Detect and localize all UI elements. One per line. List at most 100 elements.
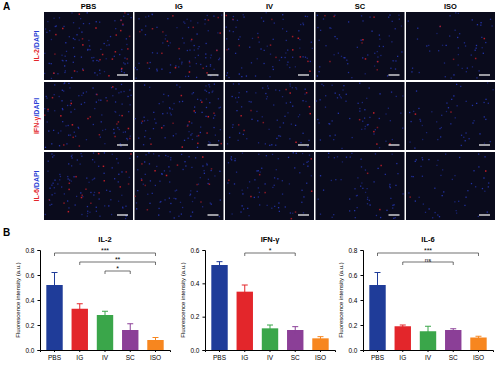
nucleus-dot: [219, 216, 220, 217]
nucleus-dot: [182, 38, 183, 39]
micrograph-bg: [316, 12, 405, 80]
nucleus-dot: [149, 163, 150, 164]
nucleus-dot: [337, 38, 338, 39]
signal-dot: [216, 50, 218, 52]
nucleus-dot: [80, 153, 81, 154]
error-stem: [428, 326, 429, 336]
nucleus-dot: [319, 66, 320, 67]
nucleus-dot: [77, 159, 78, 160]
nucleus-dot: [79, 39, 80, 40]
nucleus-dot: [117, 127, 118, 128]
nucleus-dot: [113, 133, 114, 134]
nucleus-dot: [434, 188, 435, 189]
error-bar: [127, 324, 133, 337]
nucleus-dot: [289, 183, 290, 184]
nucleus-dot: [458, 201, 459, 202]
signal-dot: [285, 89, 287, 91]
nucleus-dot: [75, 136, 76, 137]
nucleus-dot: [351, 77, 352, 78]
nucleus-dot: [392, 205, 393, 206]
nucleus-dot: [278, 202, 279, 203]
nucleus-dot: [53, 155, 54, 156]
nucleus-dot: [341, 148, 342, 149]
nucleus-dot: [200, 64, 201, 65]
nucleus-dot: [228, 48, 229, 49]
nucleus-dot: [319, 40, 320, 41]
nucleus-dot: [92, 179, 93, 180]
nucleus-dot: [51, 153, 52, 154]
nucleus-dot: [114, 56, 115, 57]
nucleus-dot: [380, 217, 381, 218]
column-label: SC: [355, 2, 366, 11]
signal-dot: [118, 121, 120, 123]
x-tick-label: PBS: [213, 354, 227, 361]
nucleus-dot: [64, 82, 65, 83]
nucleus-dot: [290, 212, 291, 213]
x-tick-mark: [219, 350, 220, 352]
nucleus-dot: [104, 71, 105, 72]
signal-dot: [125, 171, 127, 173]
nucleus-dot: [208, 84, 209, 85]
micrograph-bg: [225, 152, 314, 220]
micrograph: [316, 82, 405, 150]
x-tick-label: SC: [291, 354, 300, 361]
significance: ns: [403, 257, 453, 266]
nucleus-dot: [205, 116, 206, 117]
nucleus-dot: [377, 61, 378, 62]
nucleus-dot: [84, 102, 85, 103]
signal-dot: [147, 62, 149, 64]
y-axis-title: Fluorescence intensity (a.u.): [180, 262, 186, 337]
nucleus-dot: [64, 72, 65, 73]
nucleus-dot: [182, 207, 183, 208]
signal-dot: [329, 61, 331, 63]
x-tick-label: ISO: [150, 354, 161, 361]
x-tick-mark: [54, 350, 55, 352]
x-tick-label: PBS: [48, 354, 62, 361]
nucleus-dot: [379, 34, 380, 35]
signal-dot: [264, 192, 266, 194]
nucleus-dot: [237, 20, 238, 21]
nucleus-dot: [186, 19, 187, 20]
significance-label: ns: [425, 257, 431, 263]
nucleus-dot: [377, 168, 378, 169]
signal-dot: [208, 116, 210, 118]
nucleus-dot: [165, 35, 166, 36]
nucleus-dot: [191, 122, 192, 123]
x-axis: PBSIGIVSCISO: [41, 350, 171, 361]
nucleus-dot: [135, 118, 136, 119]
x-tick-label: SC: [449, 354, 458, 361]
y-tick: 0.2: [25, 322, 40, 329]
nucleus-dot: [422, 176, 423, 177]
nucleus-dot: [328, 123, 329, 124]
nucleus-dot: [206, 66, 207, 67]
nucleus-dot: [350, 156, 351, 157]
nucleus-dot: [299, 47, 300, 48]
nucleus-dot: [325, 107, 326, 108]
nucleus-dot: [155, 185, 156, 186]
nucleus-dot: [99, 73, 100, 74]
nucleus-dot: [229, 137, 230, 138]
nucleus-dot: [205, 43, 206, 44]
nucleus-dot: [181, 63, 182, 64]
nucleus-dot: [346, 94, 347, 95]
signal-dot: [102, 54, 104, 56]
nucleus-dot: [294, 167, 295, 168]
nucleus-dot: [398, 15, 399, 16]
nucleus-dot: [195, 157, 196, 158]
x-tick: ISO: [150, 350, 161, 361]
chart-title: IL-6: [421, 235, 434, 244]
nucleus-dot: [445, 76, 446, 77]
nucleus-dot: [487, 211, 488, 212]
nucleus-dot: [248, 215, 249, 216]
nucleus-dot: [161, 69, 162, 70]
nucleus-dot: [101, 114, 102, 115]
nucleus-dot: [480, 25, 481, 26]
nucleus-dot: [409, 141, 410, 142]
nucleus-dot: [145, 174, 146, 175]
signal-dot: [208, 19, 210, 21]
nucleus-dot: [390, 187, 391, 188]
nucleus-dot: [125, 218, 126, 219]
nucleus-dot: [476, 45, 477, 46]
nucleus-dot: [480, 22, 481, 23]
micrograph: [44, 152, 133, 220]
